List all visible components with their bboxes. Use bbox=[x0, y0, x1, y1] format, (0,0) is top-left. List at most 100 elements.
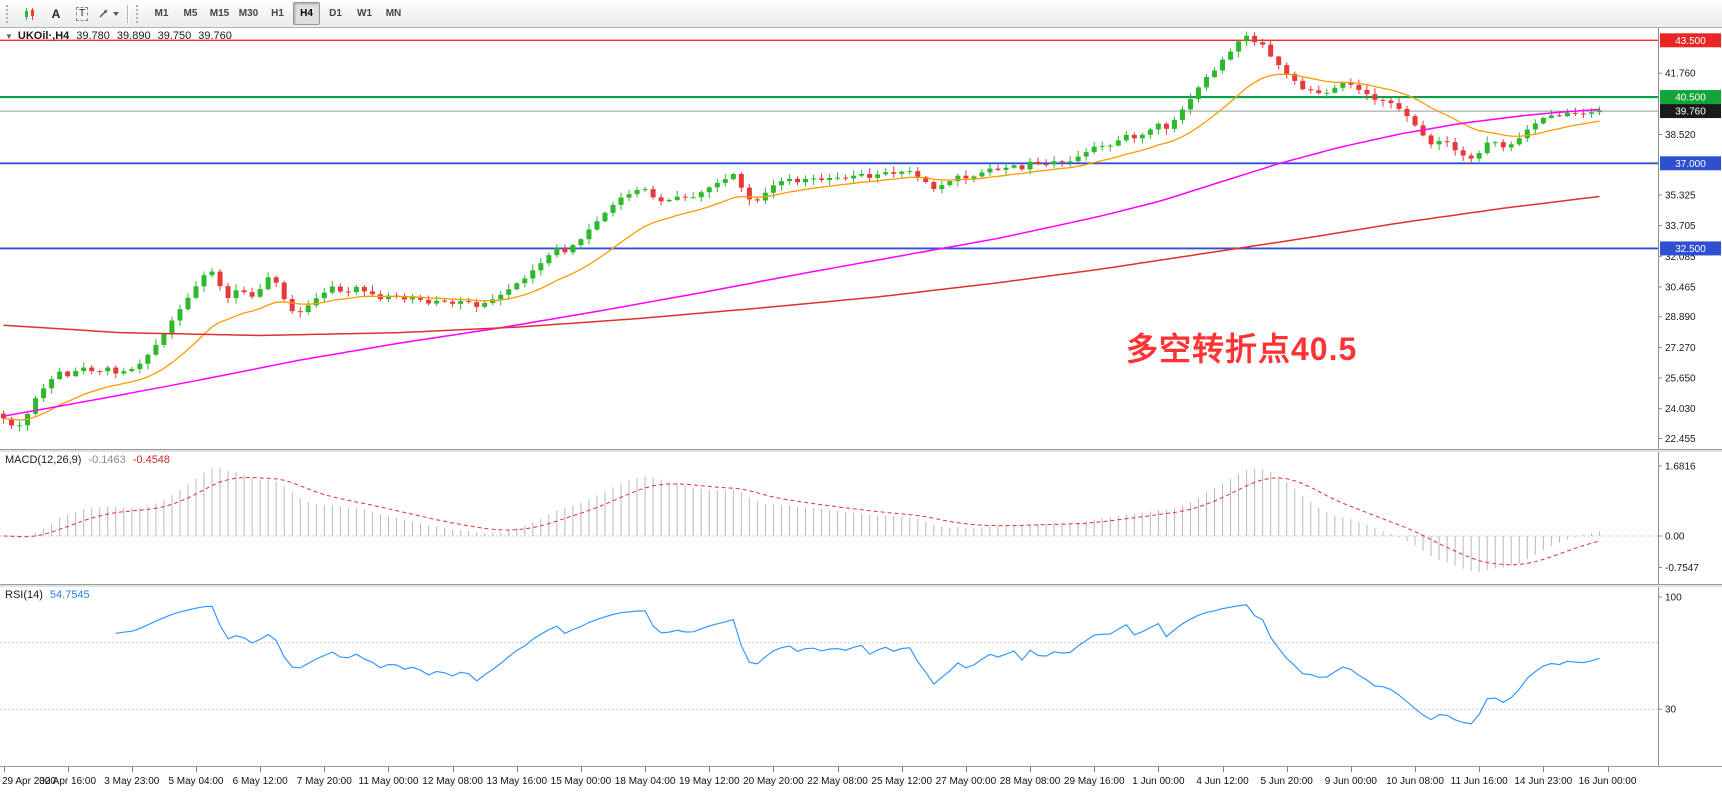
candle[interactable] bbox=[1452, 142, 1458, 151]
ma-mid-line[interactable] bbox=[3, 108, 1600, 417]
candle[interactable] bbox=[546, 255, 552, 264]
candle[interactable] bbox=[955, 175, 961, 182]
candle[interactable] bbox=[1284, 65, 1290, 74]
candle[interactable] bbox=[361, 286, 367, 292]
candle[interactable] bbox=[1468, 155, 1474, 159]
candle[interactable] bbox=[1171, 119, 1177, 129]
candle[interactable] bbox=[1195, 87, 1201, 100]
candle[interactable] bbox=[474, 302, 480, 307]
candle[interactable] bbox=[1123, 134, 1129, 141]
candle[interactable] bbox=[434, 300, 440, 304]
candle[interactable] bbox=[698, 192, 704, 198]
panel-splitter[interactable] bbox=[0, 449, 1722, 452]
candle[interactable] bbox=[1308, 89, 1314, 91]
candle[interactable] bbox=[794, 178, 800, 183]
candle[interactable] bbox=[129, 369, 135, 372]
candle[interactable] bbox=[1212, 70, 1218, 78]
candle[interactable] bbox=[754, 199, 760, 201]
candle[interactable] bbox=[867, 174, 873, 178]
candle[interactable] bbox=[450, 301, 456, 304]
candle[interactable] bbox=[722, 179, 728, 183]
candle[interactable] bbox=[899, 171, 905, 174]
candle[interactable] bbox=[385, 295, 391, 300]
candle[interactable] bbox=[1059, 161, 1065, 163]
candle[interactable] bbox=[586, 229, 592, 240]
candle[interactable] bbox=[1179, 109, 1185, 120]
candle[interactable] bbox=[987, 168, 993, 173]
candle[interactable] bbox=[201, 275, 207, 287]
candle[interactable] bbox=[859, 174, 865, 176]
candle[interactable] bbox=[65, 371, 71, 377]
candle[interactable] bbox=[313, 298, 319, 306]
tf-button-H1[interactable]: H1 bbox=[271, 8, 284, 19]
candle[interactable] bbox=[1380, 99, 1386, 101]
candle[interactable] bbox=[562, 248, 568, 253]
candle[interactable] bbox=[17, 425, 23, 427]
candle[interactable] bbox=[289, 299, 295, 312]
candle[interactable] bbox=[1460, 150, 1466, 156]
candle[interactable] bbox=[426, 299, 432, 304]
candle[interactable] bbox=[249, 292, 255, 297]
candle[interactable] bbox=[233, 290, 239, 299]
macd-scale[interactable]: 1.6816 0.00 -0.7547 bbox=[1658, 452, 1699, 584]
candle[interactable] bbox=[1244, 35, 1250, 42]
candle[interactable] bbox=[337, 286, 343, 292]
candle[interactable] bbox=[602, 212, 608, 222]
timeframe-toolbar-grip[interactable] bbox=[136, 4, 142, 23]
candle[interactable] bbox=[329, 286, 335, 293]
candle[interactable] bbox=[1500, 142, 1506, 148]
candle[interactable] bbox=[1300, 80, 1306, 90]
candle[interactable] bbox=[714, 182, 720, 188]
candle[interactable] bbox=[241, 290, 247, 293]
tf-button-W1[interactable]: W1 bbox=[357, 8, 372, 19]
candle[interactable] bbox=[418, 297, 424, 300]
candle[interactable] bbox=[442, 300, 448, 302]
candle[interactable] bbox=[345, 291, 351, 293]
candle[interactable] bbox=[730, 173, 736, 180]
candle[interactable] bbox=[706, 187, 712, 193]
candle[interactable] bbox=[1332, 87, 1338, 93]
candle[interactable] bbox=[1596, 110, 1602, 113]
candle[interactable] bbox=[89, 367, 95, 372]
candle[interactable] bbox=[217, 271, 223, 287]
candle[interactable] bbox=[666, 199, 672, 202]
candle[interactable] bbox=[1147, 129, 1153, 135]
candle[interactable] bbox=[1268, 44, 1274, 57]
candle[interactable] bbox=[498, 294, 504, 300]
candle[interactable] bbox=[33, 398, 39, 414]
candle[interactable] bbox=[225, 286, 231, 299]
candle[interactable] bbox=[915, 171, 921, 177]
candle[interactable] bbox=[1091, 146, 1097, 153]
price-scale[interactable]: 41.760 38.520 35.325 33.705 32.085 30.465 28.8… bbox=[1658, 28, 1696, 449]
candle[interactable] bbox=[875, 174, 881, 178]
candle[interactable] bbox=[1356, 84, 1362, 90]
candle[interactable] bbox=[1228, 51, 1234, 60]
candle[interactable] bbox=[1508, 144, 1514, 148]
rsi-scale[interactable]: 100 30 bbox=[1658, 587, 1682, 766]
candle[interactable] bbox=[514, 283, 520, 290]
candle[interactable] bbox=[1444, 141, 1450, 143]
candle[interactable] bbox=[402, 295, 407, 300]
candle[interactable] bbox=[979, 172, 985, 177]
candle[interactable] bbox=[369, 291, 375, 295]
candle[interactable] bbox=[1043, 164, 1049, 166]
candle[interactable] bbox=[538, 263, 544, 271]
candle[interactable] bbox=[1372, 94, 1378, 100]
candle[interactable] bbox=[1260, 42, 1266, 45]
candle[interactable] bbox=[803, 179, 808, 183]
candle[interactable] bbox=[778, 181, 784, 186]
candle[interactable] bbox=[738, 173, 744, 188]
macd-panel[interactable]: 1.6816 0.00 -0.7547 MACD(12,26,9) -0.1463 … bbox=[0, 452, 1722, 584]
candle[interactable] bbox=[81, 367, 87, 372]
tf-button-MN[interactable]: MN bbox=[385, 8, 402, 19]
candle[interactable] bbox=[1019, 165, 1025, 170]
candle[interactable] bbox=[73, 371, 79, 377]
candle[interactable] bbox=[1532, 123, 1538, 130]
candle[interactable] bbox=[618, 197, 624, 205]
candle[interactable] bbox=[1564, 112, 1570, 117]
candle[interactable] bbox=[161, 333, 167, 345]
candle[interactable] bbox=[1067, 161, 1073, 163]
candle[interactable] bbox=[578, 239, 584, 246]
tf-button-H4[interactable]: H4 bbox=[293, 2, 320, 25]
candle[interactable] bbox=[1316, 90, 1322, 94]
